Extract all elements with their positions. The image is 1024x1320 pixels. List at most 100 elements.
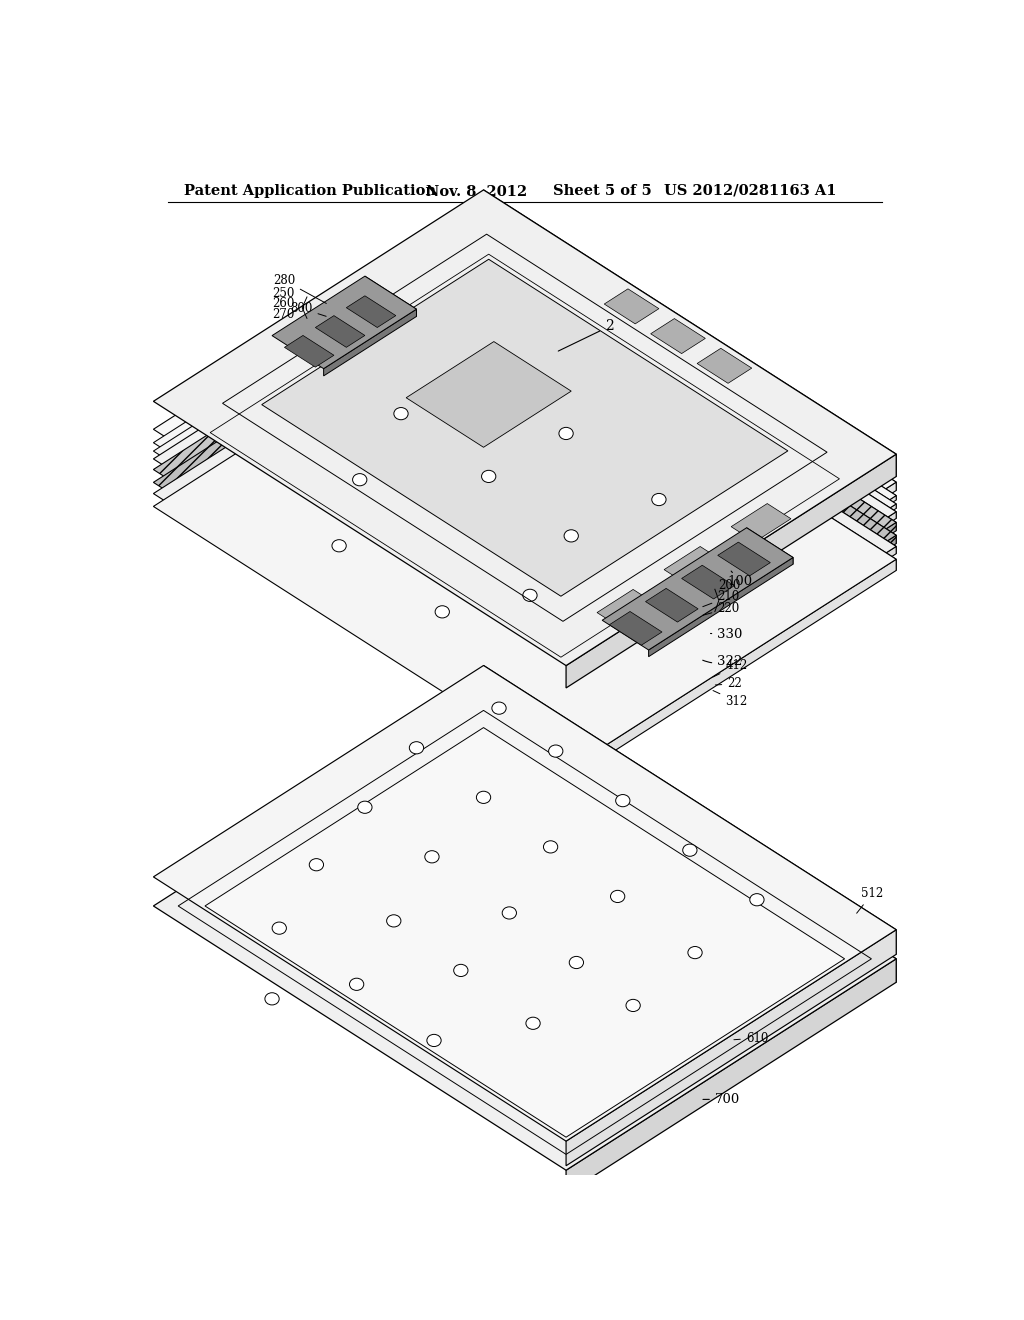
Ellipse shape	[481, 470, 496, 483]
Text: 322: 322	[702, 655, 742, 668]
Polygon shape	[483, 218, 896, 491]
Polygon shape	[154, 294, 896, 771]
Polygon shape	[566, 535, 896, 755]
Polygon shape	[483, 294, 896, 570]
Text: 610: 610	[734, 1031, 768, 1044]
Text: 312: 312	[713, 690, 748, 708]
Ellipse shape	[502, 907, 516, 919]
Polygon shape	[566, 504, 896, 719]
Polygon shape	[483, 694, 896, 982]
Polygon shape	[483, 231, 896, 500]
Ellipse shape	[526, 1018, 541, 1030]
Polygon shape	[154, 247, 896, 723]
Polygon shape	[566, 495, 896, 711]
Text: 210: 210	[702, 590, 739, 607]
Polygon shape	[315, 315, 365, 347]
Ellipse shape	[615, 795, 630, 807]
Polygon shape	[731, 503, 791, 543]
Text: 260: 260	[272, 297, 295, 310]
Ellipse shape	[332, 540, 346, 552]
Text: 100: 100	[728, 572, 753, 589]
Polygon shape	[566, 523, 896, 742]
Ellipse shape	[492, 702, 506, 714]
Polygon shape	[154, 231, 896, 708]
Polygon shape	[648, 557, 793, 656]
Ellipse shape	[425, 850, 439, 863]
Ellipse shape	[646, 589, 660, 602]
Polygon shape	[407, 342, 571, 447]
Ellipse shape	[349, 978, 364, 990]
Text: 250: 250	[272, 286, 295, 300]
Polygon shape	[342, 306, 354, 318]
Polygon shape	[566, 929, 896, 1166]
Text: Sheet 5 of 5: Sheet 5 of 5	[553, 183, 651, 198]
Polygon shape	[602, 528, 793, 649]
Polygon shape	[718, 543, 770, 576]
Polygon shape	[566, 958, 896, 1193]
Text: 22: 22	[716, 677, 742, 690]
Ellipse shape	[610, 890, 625, 903]
Ellipse shape	[486, 375, 501, 387]
Text: 200: 200	[718, 579, 740, 593]
Polygon shape	[154, 190, 896, 665]
Text: 280: 280	[272, 273, 327, 304]
Text: 412: 412	[713, 659, 748, 677]
Polygon shape	[311, 306, 354, 334]
Polygon shape	[262, 259, 787, 597]
Polygon shape	[154, 694, 896, 1171]
Polygon shape	[609, 611, 662, 645]
Ellipse shape	[564, 529, 579, 543]
Polygon shape	[483, 271, 896, 544]
Polygon shape	[483, 247, 896, 519]
Polygon shape	[272, 276, 417, 368]
Polygon shape	[285, 335, 334, 367]
Ellipse shape	[394, 408, 409, 420]
Text: 700: 700	[702, 1093, 740, 1106]
Text: 330: 330	[711, 628, 742, 642]
Text: 270: 270	[272, 309, 295, 321]
Polygon shape	[346, 296, 396, 327]
Polygon shape	[154, 271, 896, 747]
Ellipse shape	[435, 606, 450, 618]
Polygon shape	[483, 282, 896, 553]
Polygon shape	[665, 546, 724, 585]
Polygon shape	[154, 218, 896, 693]
Polygon shape	[365, 276, 417, 317]
Ellipse shape	[683, 843, 697, 857]
Polygon shape	[483, 190, 896, 477]
Ellipse shape	[626, 999, 640, 1011]
Ellipse shape	[265, 993, 280, 1005]
Ellipse shape	[569, 957, 584, 969]
Ellipse shape	[427, 1035, 441, 1047]
Ellipse shape	[387, 915, 401, 927]
Polygon shape	[645, 589, 698, 622]
Text: Nov. 8, 2012: Nov. 8, 2012	[426, 183, 527, 198]
Polygon shape	[650, 318, 706, 354]
Polygon shape	[154, 259, 896, 734]
Polygon shape	[483, 665, 896, 954]
Ellipse shape	[523, 589, 538, 602]
Polygon shape	[746, 528, 793, 564]
Polygon shape	[483, 259, 896, 531]
Polygon shape	[483, 240, 896, 508]
Ellipse shape	[544, 841, 558, 853]
Polygon shape	[566, 454, 896, 688]
Polygon shape	[597, 590, 656, 628]
Polygon shape	[154, 665, 896, 1142]
Polygon shape	[324, 309, 417, 376]
Ellipse shape	[476, 791, 490, 804]
Ellipse shape	[549, 744, 563, 758]
Polygon shape	[697, 348, 752, 383]
Polygon shape	[566, 482, 896, 702]
Text: Fig 8.: Fig 8.	[467, 215, 511, 230]
Text: 2: 2	[558, 319, 613, 351]
Ellipse shape	[352, 474, 367, 486]
Text: Patent Application Publication: Patent Application Publication	[183, 183, 435, 198]
Polygon shape	[154, 282, 896, 758]
Text: 220: 220	[702, 602, 739, 615]
Polygon shape	[205, 727, 845, 1138]
Ellipse shape	[309, 858, 324, 871]
Polygon shape	[566, 512, 896, 730]
Ellipse shape	[688, 946, 702, 958]
Polygon shape	[566, 546, 896, 766]
